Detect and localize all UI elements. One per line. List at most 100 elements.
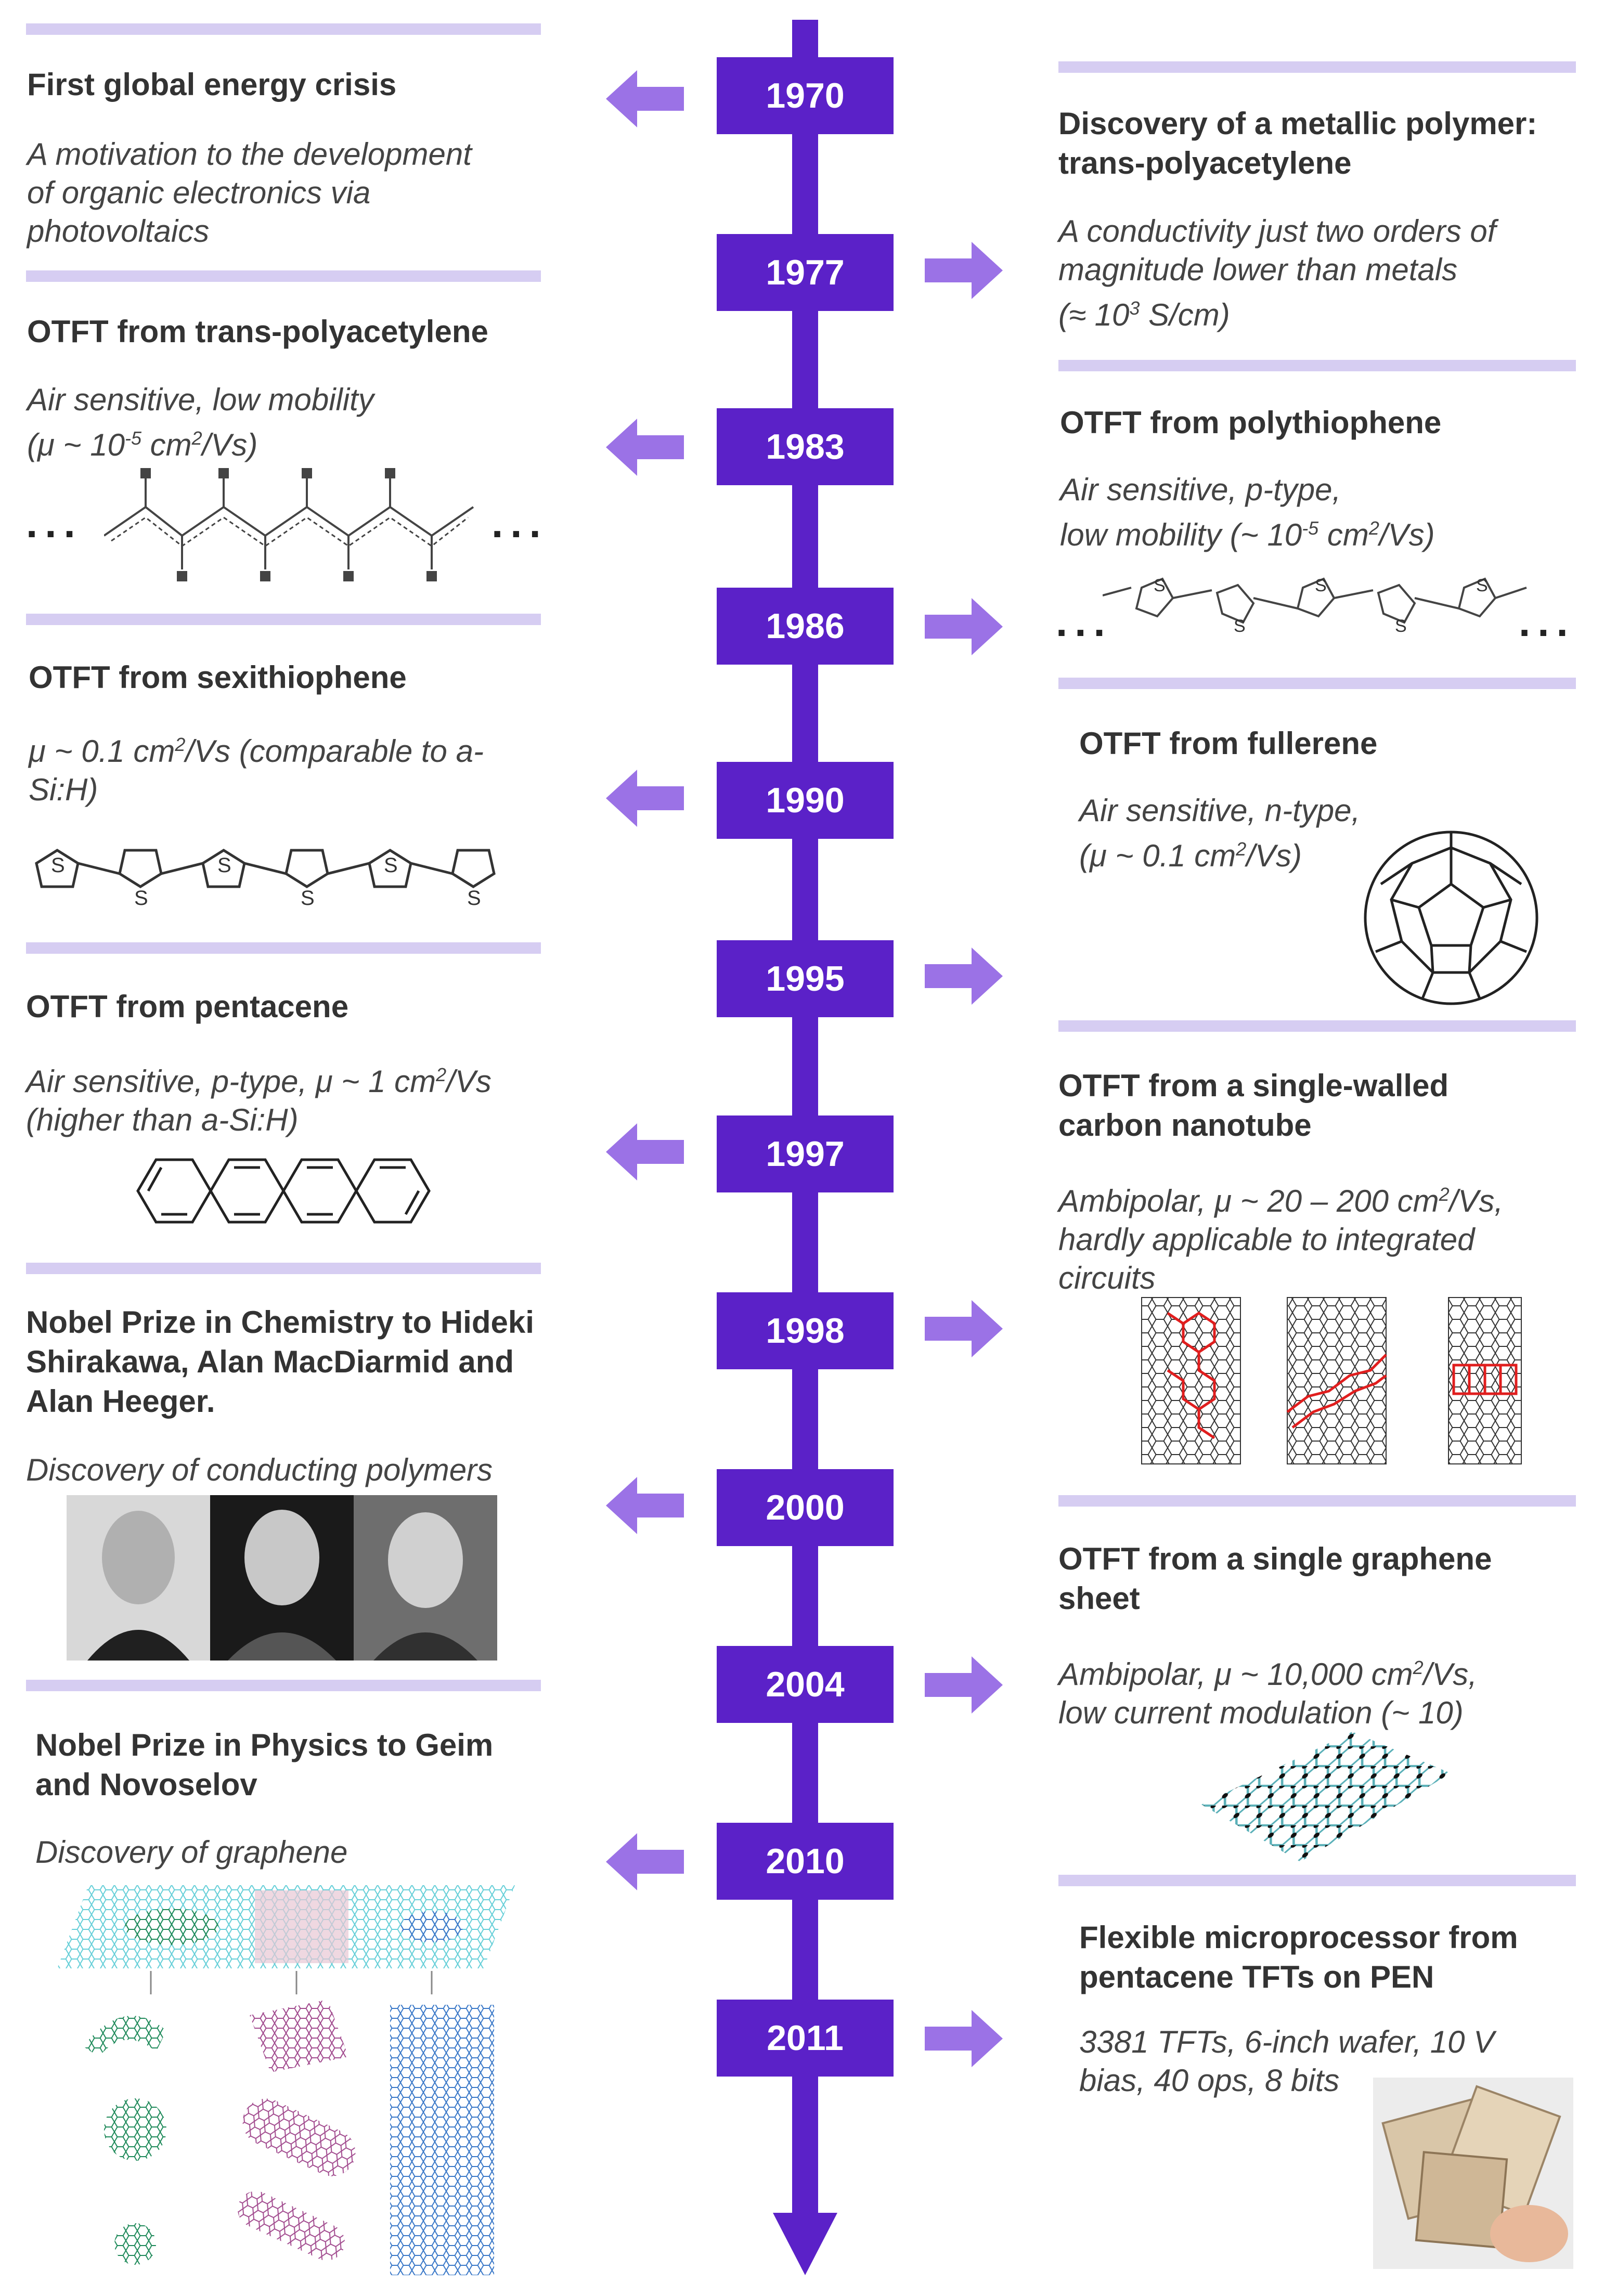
arrow-left-icon bbox=[606, 1123, 684, 1181]
event-1998-desc-text: Ambipolar, μ ~ 20 – 200 cm bbox=[1058, 1184, 1439, 1218]
arrow-left-icon bbox=[606, 419, 684, 476]
year-2011: 2011 bbox=[717, 2000, 894, 2077]
event-1986-desc-unit: cm bbox=[1318, 517, 1369, 552]
year-2010: 2010 bbox=[717, 1823, 894, 1900]
event-2010-title: Nobel Prize in Physics to Geim and Novos… bbox=[35, 1728, 494, 1802]
arrow-left-icon bbox=[606, 1477, 684, 1534]
event-2011-desc: 3381 TFTs, 6-inch wafer, 10 V bias, 40 o… bbox=[1079, 2025, 1495, 2098]
event-1986-desc-open: low mobility (~ 10 bbox=[1060, 517, 1302, 552]
event-1986-title: OTFT from polythiophene bbox=[1060, 405, 1442, 440]
timeline-arrowhead bbox=[773, 2213, 837, 2275]
separator-right-1 bbox=[1058, 61, 1576, 73]
thiophene-sulfur-label: S bbox=[1476, 576, 1488, 595]
event-1995-desc-open: (μ ~ 0.1 cm bbox=[1079, 838, 1236, 873]
event-1997-desc-exponent: 2 bbox=[436, 1064, 447, 1085]
sexithiophene-structure: S S S S S S bbox=[35, 849, 496, 910]
event-1986-desc-exponent: -5 bbox=[1302, 517, 1319, 539]
event-1997-desc-text: Air sensitive, p-type, μ ~ 1 cm bbox=[26, 1064, 436, 1099]
pentacene-structure bbox=[136, 1158, 431, 1224]
arrow-right-icon bbox=[925, 598, 1003, 655]
event-1990-desc: μ ~ 0.1 cm2/Vs (comparable to a-Si:H) bbox=[29, 725, 528, 809]
year-2004: 2004 bbox=[717, 1646, 894, 1723]
event-1995-desc: Air sensitive, n-type, (μ ~ 0.1 cm2/Vs) bbox=[1079, 792, 1573, 875]
separator-left-6 bbox=[26, 1680, 541, 1691]
event-2004-desc-note: low current modulation (~ 10) bbox=[1058, 1695, 1464, 1730]
polyacetylene-dots-right: ... bbox=[491, 500, 548, 546]
event-1983-desc-text: Air sensitive, low mobility bbox=[27, 382, 374, 417]
event-1990-desc-rest: /Vs (comparable to a-Si:H) bbox=[29, 734, 484, 807]
thiophene-sulfur-label: S bbox=[301, 887, 315, 910]
arrow-left-icon bbox=[606, 70, 684, 127]
event-1998-desc-exponent: 2 bbox=[1439, 1184, 1450, 1205]
thiophene-sulfur-label: S bbox=[1234, 616, 1246, 636]
year-1970: 1970 bbox=[717, 57, 894, 134]
carbon-nanotube-structures bbox=[1141, 1297, 1522, 1464]
event-2000-desc: Discovery of conducting polymers bbox=[26, 1452, 493, 1487]
event-2000-title: Nobel Prize in Chemistry to Hideki Shira… bbox=[26, 1305, 534, 1419]
separator-left-5 bbox=[26, 1263, 541, 1274]
separator-left-2 bbox=[26, 270, 541, 282]
event-1977-desc: A conductivity just two orders of magnit… bbox=[1058, 212, 1553, 334]
event-1983-title: OTFT from trans-polyacetylene bbox=[27, 314, 488, 349]
event-1997-desc-unit: /Vs bbox=[446, 1064, 491, 1099]
year-1983: 1983 bbox=[717, 408, 894, 485]
event-2004-desc: Ambipolar, μ ~ 10,000 cm2/Vs, low curren… bbox=[1058, 1649, 1579, 1732]
event-1997-desc: Air sensitive, p-type, μ ~ 1 cm2/Vs (hig… bbox=[26, 1056, 546, 1139]
thiophene-sulfur-label: S bbox=[1315, 576, 1327, 595]
event-2004-desc-unit: /Vs, bbox=[1423, 1657, 1477, 1692]
nobel-laureates-photo bbox=[67, 1495, 497, 1661]
event-1977-desc-text: A conductivity just two orders of magnit… bbox=[1058, 214, 1496, 287]
event-1997-desc-note: (higher than a-Si:H) bbox=[26, 1102, 299, 1137]
event-1983-desc-exponent: -5 bbox=[124, 427, 141, 449]
event-1986-desc-close: /Vs) bbox=[1379, 517, 1435, 552]
separator-left-1 bbox=[26, 23, 541, 35]
arrow-right-icon bbox=[925, 1656, 1003, 1714]
event-1990-desc-exponent: 2 bbox=[175, 734, 186, 755]
event-2004-desc-text: Ambipolar, μ ~ 10,000 cm bbox=[1058, 1657, 1413, 1692]
year-1986: 1986 bbox=[717, 588, 894, 665]
thiophene-sulfur-label: S bbox=[384, 854, 398, 877]
thiophene-sulfur-label: S bbox=[467, 887, 481, 910]
year-1977: 1977 bbox=[717, 234, 894, 311]
event-1977-desc-exponent: 3 bbox=[1129, 297, 1140, 319]
event-1983-desc-close: /Vs) bbox=[202, 427, 258, 462]
event-1983-desc-unit: cm bbox=[141, 427, 192, 462]
event-1986-desc: Air sensitive, p-type, low mobility (~ 1… bbox=[1060, 471, 1559, 554]
arrow-right-icon bbox=[925, 2010, 1003, 2067]
event-1970-desc: A motivation to the development of organ… bbox=[27, 137, 472, 249]
thiophene-sulfur-label: S bbox=[134, 887, 148, 910]
separator-right-5 bbox=[1058, 1495, 1576, 1507]
event-1990-title: OTFT from sexithiophene bbox=[29, 660, 407, 695]
thiophene-sulfur-label: S bbox=[51, 854, 65, 877]
event-2004-title: OTFT from a single graphene sheet bbox=[1058, 1541, 1492, 1616]
thiophene-sulfur-label: S bbox=[1154, 576, 1166, 595]
event-1995-desc-text: Air sensitive, n-type, bbox=[1079, 793, 1361, 828]
event-1995-desc-exponent: 2 bbox=[1236, 838, 1247, 860]
thiophene-sulfur-label: S bbox=[1395, 616, 1407, 636]
polythiophene-dots-left: ... bbox=[1056, 599, 1113, 645]
event-1983-desc: Air sensitive, low mobility (μ ~ 10-5 cm… bbox=[27, 381, 521, 464]
graphene-family-illustration bbox=[57, 1885, 515, 2275]
year-2000: 2000 bbox=[717, 1469, 894, 1546]
separator-right-3 bbox=[1058, 678, 1576, 689]
thiophene-sulfur-label: S bbox=[217, 854, 231, 877]
event-1995-desc-close: /Vs) bbox=[1246, 838, 1302, 873]
event-1990-desc-text: μ ~ 0.1 cm bbox=[29, 734, 175, 769]
event-1983-desc-open: (μ ~ 10 bbox=[27, 427, 125, 462]
fullerene-structure bbox=[1364, 831, 1538, 1005]
flexible-microprocessor-photo bbox=[1373, 2078, 1573, 2269]
event-1977-desc-unit: S/cm) bbox=[1140, 297, 1230, 332]
year-1995: 1995 bbox=[717, 940, 894, 1017]
event-2011-title: Flexible microprocessor from pentacene T… bbox=[1079, 1920, 1518, 1994]
polyacetylene-dots-left: ... bbox=[26, 500, 83, 546]
year-1997: 1997 bbox=[717, 1115, 894, 1192]
event-1977-title: Discovery of a metallic polymer: trans-p… bbox=[1058, 106, 1537, 180]
event-1983-desc-exponent-2: 2 bbox=[191, 427, 202, 449]
separator-right-2 bbox=[1058, 360, 1576, 371]
separator-left-4 bbox=[26, 942, 541, 954]
event-1998-desc: Ambipolar, μ ~ 20 – 200 cm2/Vs, hardly a… bbox=[1058, 1175, 1579, 1298]
year-1990: 1990 bbox=[717, 762, 894, 839]
arrow-right-icon bbox=[925, 1300, 1003, 1357]
event-1998-title: OTFT from a single-walled carbon nanotub… bbox=[1058, 1068, 1449, 1143]
event-1986-desc-text: Air sensitive, p-type, bbox=[1060, 472, 1341, 507]
